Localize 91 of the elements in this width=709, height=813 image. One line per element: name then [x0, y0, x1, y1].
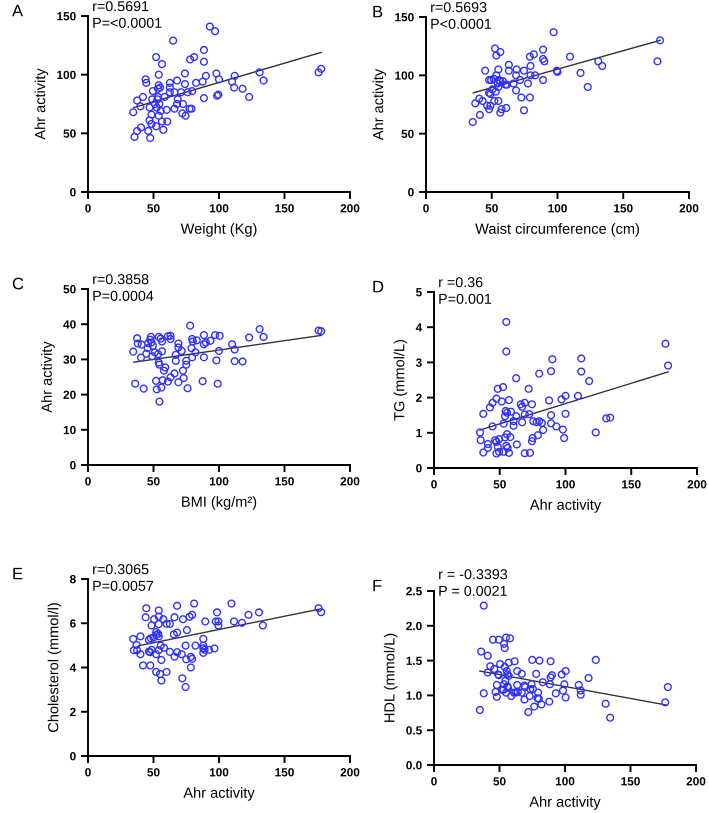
y-tick-label: 2	[416, 394, 422, 402]
text: r =0.36	[439, 277, 482, 288]
x-tick-label: 100	[556, 480, 575, 488]
y-axis-title: HDL (mmol/L)	[384, 634, 398, 722]
x-tick-label: 200	[340, 204, 360, 212]
y-tick-label: 4	[416, 323, 422, 332]
x-axis-title: Ahr activity	[183, 787, 255, 801]
x-tick-label: 200	[686, 777, 706, 786]
y-tick-label: 2	[70, 708, 76, 716]
text: r=0.3065	[93, 564, 148, 574]
y-tick-label: 100	[395, 71, 414, 80]
text: r = -0.3393	[439, 569, 508, 580]
y-tick-label: 2.0	[406, 622, 422, 630]
annotation: P=0.0004	[93, 290, 154, 301]
x-tick-label: 50	[147, 204, 160, 212]
y-tick-label: 4	[70, 664, 76, 672]
y-tick-label: 0	[70, 752, 76, 760]
x-tick-label: 50	[486, 204, 498, 212]
y-axis-title: Ahr activity	[372, 68, 386, 140]
y-tick-label: 2.5	[406, 587, 422, 596]
x-tick-label: 100	[548, 204, 567, 212]
x-axis-title: Ahr activity	[530, 499, 602, 513]
x-tick-label: 50	[493, 777, 506, 786]
y-tick-label: 10	[64, 426, 76, 434]
text: r=0.5693	[431, 2, 486, 12]
chart-title: D	[373, 280, 384, 292]
y-tick-label: 1.0	[406, 691, 422, 700]
x-tick-label: 150	[622, 480, 641, 488]
x-tick-label: 150	[275, 477, 294, 486]
x-tick-label: 150	[614, 204, 633, 212]
x-tick-label: 0	[431, 777, 437, 786]
y-axis-title: Cholesterol (mmol/l)	[48, 603, 62, 732]
annotation: P=0.0057	[93, 580, 154, 591]
y-tick-label: 50	[63, 285, 76, 294]
y-axis-title: Ahr activity	[41, 341, 55, 413]
y-tick-label: 150	[395, 13, 414, 22]
x-tick-label: 50	[494, 480, 506, 488]
y-tick-label: 100	[57, 70, 76, 80]
y-tick-label: 40	[63, 320, 76, 329]
x-tick-label: 0	[85, 768, 91, 776]
x-tick-label: 200	[340, 477, 360, 486]
y-tick-label: 6	[70, 619, 76, 628]
x-tick-label: 200	[340, 768, 360, 776]
y-tick-label: 8	[70, 575, 76, 584]
y-tick-label: 0.5	[406, 726, 422, 735]
annotation: P=<0.0001	[93, 18, 162, 28]
x-tick-label: 100	[210, 768, 228, 776]
text: r=0.3858	[93, 274, 148, 284]
y-tick-label: 0	[416, 464, 422, 472]
x-tick-label: 150	[275, 768, 294, 776]
y-axis-title: TG (mmol/L)	[394, 340, 408, 421]
x-tick-label: 150	[621, 777, 640, 786]
x-axis-title: BMI (kg/m²)	[182, 496, 256, 510]
x-tick-label: 0	[85, 204, 91, 212]
x-tick-label: 50	[147, 477, 160, 486]
chart-title: A	[12, 4, 24, 16]
annotation: P<0.0001	[431, 18, 492, 29]
text: r=0.5691	[93, 1, 148, 12]
x-tick-label: 0	[431, 480, 437, 488]
y-tick-label: 0	[70, 461, 76, 470]
y-tick-label: 3	[416, 358, 422, 367]
x-axis-title: Ahr activity	[529, 796, 601, 810]
x-tick-label: 50	[147, 768, 160, 776]
annotation: P = 0.0021	[439, 586, 507, 596]
x-tick-label: 200	[688, 480, 706, 488]
x-tick-label: 100	[556, 777, 574, 786]
x-tick-label: 150	[275, 204, 294, 212]
x-axis-title: Weight (Kg)	[180, 223, 256, 237]
chart-title: C	[12, 278, 24, 290]
y-tick-label: 50	[401, 130, 414, 138]
x-tick-label: 0	[85, 477, 91, 486]
y-tick-label: 1.5	[406, 656, 422, 665]
y-tick-label: 20	[63, 390, 76, 399]
x-tick-label: 200	[680, 204, 698, 212]
y-tick-label: 5	[416, 288, 422, 296]
x-tick-label: 100	[210, 204, 228, 212]
chart-title: B	[373, 6, 382, 18]
y-tick-label: 50	[63, 129, 76, 138]
y-tick-label: 150	[57, 12, 76, 20]
annotation: P=0.001	[439, 294, 492, 304]
chart-title: E	[13, 568, 22, 580]
y-tick-label: 0	[408, 188, 414, 196]
chart-title: F	[373, 580, 382, 592]
y-tick-label: 30	[63, 355, 76, 364]
x-tick-label: 100	[210, 477, 228, 486]
y-tick-label: 0.0	[406, 761, 422, 770]
x-tick-label: 0	[423, 204, 429, 212]
y-tick-label: 0	[70, 188, 76, 196]
x-axis-title: Waist circumference (cm)	[475, 223, 639, 237]
y-tick-label: 1	[416, 428, 422, 438]
y-axis-title: Ahr activity	[34, 68, 48, 140]
